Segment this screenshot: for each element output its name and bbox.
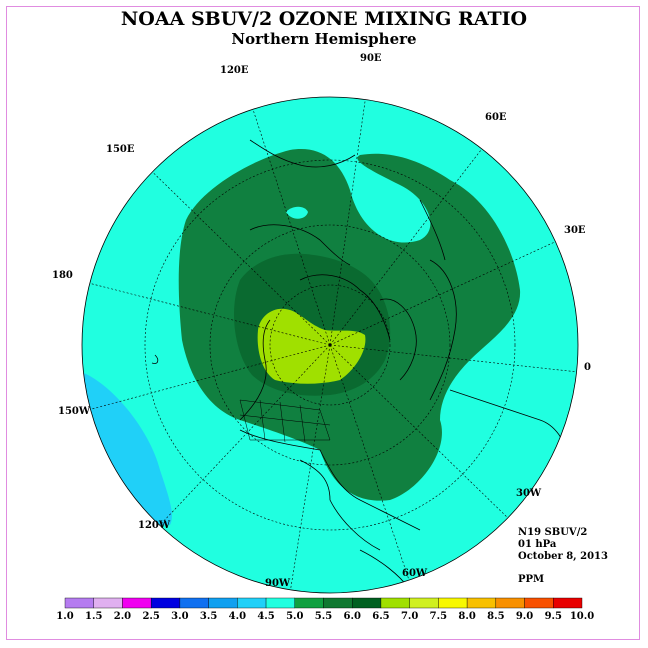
colorbar: 1.0 1.5 2.0 2.5 3.0 3.5 4.0 4.5 5.0 5.5 6.0 6.5 7.0 7…	[56, 597, 594, 622]
colorbar-tick-label: 9.0	[516, 611, 533, 622]
lon-label-90w: 90W	[265, 578, 291, 589]
colorbar-tick-label: 5.0	[286, 611, 303, 622]
lon-label-60w: 60W	[402, 568, 428, 579]
colorbar-swatch	[553, 597, 583, 609]
colorbar-swatch	[179, 597, 209, 609]
us-states	[239, 399, 331, 443]
colorbar-swatch	[294, 597, 324, 609]
colorbar-tick-label: 2.0	[114, 611, 131, 622]
lon-label-60e: 60E	[485, 112, 507, 123]
colorbar-swatch	[64, 597, 94, 609]
colorbar-swatch	[524, 597, 554, 609]
longitude-labels: 90E 60E 30E 0 30W 60W 90W 120W 150W 180 …	[52, 53, 591, 589]
graticule	[82, 97, 578, 593]
colorbar-tick-label: 6.5	[372, 611, 389, 622]
colorbar-tick-label: 8.0	[458, 611, 475, 622]
lon-label-150e: 150E	[106, 144, 135, 155]
colorbar-swatch	[409, 597, 439, 609]
lon-label-30w: 30W	[516, 488, 542, 499]
lon-label-30e: 30E	[564, 225, 586, 236]
colorbar-tick-label: 1.5	[85, 611, 102, 622]
colorbar-tick-label: 3.5	[200, 611, 217, 622]
colorbar-swatch	[323, 597, 353, 609]
lon-label-120e: 120E	[220, 65, 249, 76]
colorbar-tick-label: 8.5	[487, 611, 504, 622]
band-hole	[286, 206, 308, 219]
plot-frame	[6, 6, 640, 640]
colorbar-tick-label: 3.0	[171, 611, 188, 622]
pressure-level-label: 01 hPa	[518, 539, 557, 550]
colorbar-tick-label: 9.5	[545, 611, 562, 622]
low-ozone-patch-north	[190, 97, 235, 108]
colorbar-tick-label: 5.5	[315, 611, 332, 622]
colorbar-swatch	[150, 597, 181, 609]
colorbar-swatch	[208, 597, 238, 609]
lon-label-150w: 150W	[58, 406, 91, 417]
colorbar-swatch	[495, 597, 525, 609]
colorbar-swatch	[122, 597, 152, 609]
map-subtitle: Northern Hemisphere	[231, 30, 417, 48]
colorbar-tick-label: 4.0	[229, 611, 246, 622]
colorbar-swatch	[352, 597, 382, 609]
colorbar-tick-label: 1.0	[56, 611, 73, 622]
colorbar-tick-label: 6.0	[344, 611, 361, 622]
lon-label-120w: 120W	[138, 520, 171, 531]
colorbar-tick-label: 7.0	[401, 611, 418, 622]
colorbar-swatch	[380, 597, 410, 609]
instrument-label: N19 SBUV/2	[518, 527, 588, 538]
coastlines	[151, 139, 571, 591]
lon-label-90e: 90E	[360, 53, 382, 64]
lon-label-0: 0	[584, 362, 591, 373]
colorbar-swatch	[438, 597, 468, 609]
colorbar-swatch	[93, 597, 123, 609]
colorbar-swatch	[237, 597, 267, 609]
date-label: October 8, 2013	[518, 551, 608, 562]
colorbar-tick-label: 2.5	[142, 611, 159, 622]
colorbar-tick-label: 10.0	[570, 611, 594, 622]
colorbar-tick-label: 7.5	[430, 611, 447, 622]
colorbar-swatch	[265, 597, 295, 609]
colorbar-tick-label: 4.5	[257, 611, 274, 622]
units-label: PPM	[518, 574, 545, 585]
lon-label-180: 180	[52, 270, 73, 281]
ozone-core-6-5	[257, 308, 366, 384]
colorbar-swatch	[466, 597, 497, 609]
map-title: NOAA SBUV/2 OZONE MIXING RATIO	[120, 8, 528, 30]
map-boundary	[81, 96, 579, 594]
